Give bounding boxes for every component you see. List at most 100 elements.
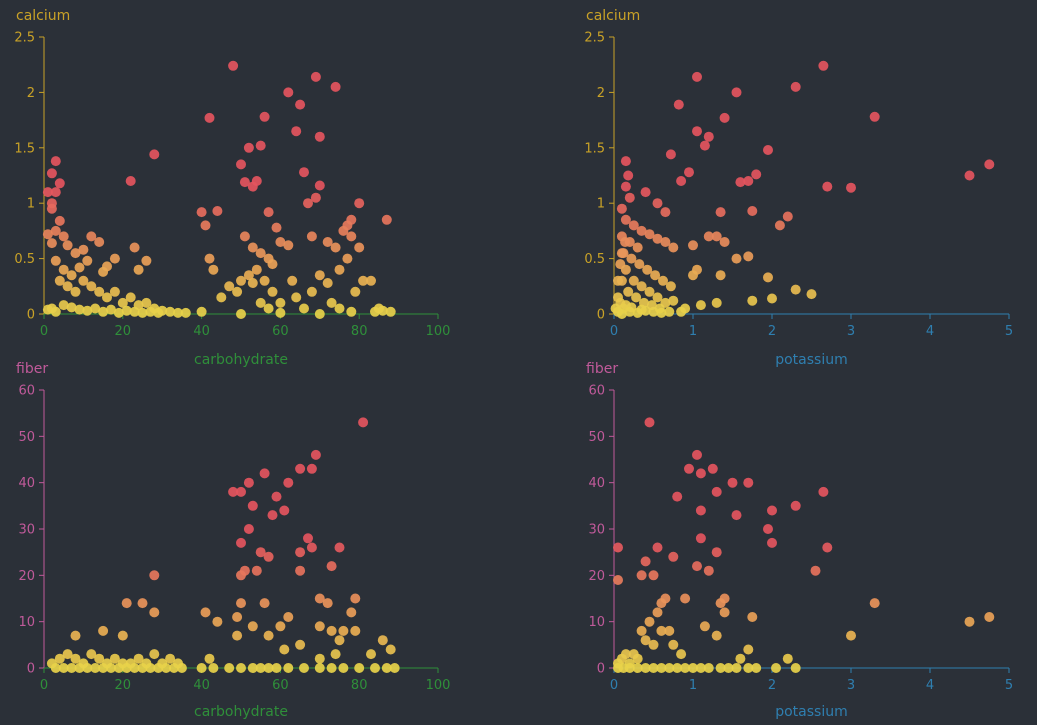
data-point <box>632 242 643 253</box>
x-tick-label: 5 <box>1005 324 1013 339</box>
data-point <box>236 537 246 548</box>
data-point <box>664 625 675 636</box>
y-tick-label: 1.5 <box>584 141 605 156</box>
data-point <box>42 187 53 198</box>
data-point <box>46 238 57 249</box>
y-tick-label: 20 <box>588 569 605 584</box>
data-point <box>141 297 152 308</box>
x-tick-label: 4 <box>926 324 934 339</box>
data-point <box>672 663 683 673</box>
data-point <box>676 176 687 186</box>
data-point <box>275 307 286 318</box>
data-point <box>358 275 369 286</box>
data-point <box>291 126 302 137</box>
data-point <box>613 575 623 585</box>
data-point <box>216 292 227 303</box>
data-point <box>98 266 109 277</box>
data-point <box>818 486 829 497</box>
x-axis-label: carbohydrate <box>194 352 288 368</box>
y-tick-label: 30 <box>18 523 35 538</box>
x-tick-label: 60 <box>272 324 289 339</box>
data-point <box>822 542 833 553</box>
data-point <box>295 463 306 474</box>
data-point <box>149 607 160 618</box>
data-point <box>846 182 856 193</box>
data-point <box>644 616 655 627</box>
data-point <box>743 644 754 655</box>
data-point <box>78 275 89 286</box>
data-point <box>634 259 645 270</box>
data-point <box>70 248 81 259</box>
y-tick-label: 10 <box>588 615 605 630</box>
data-point <box>271 491 282 502</box>
data-point <box>275 621 286 632</box>
data-point <box>303 533 313 544</box>
data-point <box>165 653 176 664</box>
data-point <box>613 542 623 553</box>
data-point <box>652 607 663 618</box>
data-point <box>648 570 659 581</box>
data-point <box>314 621 325 632</box>
data-point <box>94 237 105 247</box>
data-point <box>389 663 400 673</box>
data-point <box>624 306 635 317</box>
data-point <box>141 255 152 266</box>
data-point <box>636 570 647 581</box>
data-point <box>763 524 773 534</box>
data-point <box>74 262 85 273</box>
x-tick-label: 2 <box>768 324 776 339</box>
data-point <box>137 663 148 673</box>
data-point <box>204 112 215 123</box>
data-point <box>334 264 345 275</box>
data-point <box>236 486 246 497</box>
data-point <box>767 505 777 516</box>
data-point <box>255 297 266 308</box>
data-point <box>695 300 706 311</box>
data-point <box>723 663 734 673</box>
data-point <box>299 167 309 178</box>
data-point <box>306 542 317 553</box>
data-point <box>818 60 829 71</box>
data-point <box>810 565 821 576</box>
x-tick-label: 3 <box>847 678 855 693</box>
y-tick-label: 2.5 <box>14 31 35 46</box>
data-point <box>715 663 726 673</box>
data-point <box>869 598 880 609</box>
data-point <box>680 663 691 673</box>
data-point <box>763 272 773 283</box>
data-point <box>50 225 61 236</box>
data-point <box>806 289 817 300</box>
data-point <box>263 630 274 641</box>
data-point <box>259 275 270 286</box>
data-point <box>306 231 317 242</box>
data-point <box>255 547 266 558</box>
x-axis-label: carbohydrate <box>194 704 288 720</box>
data-point <box>747 206 758 216</box>
data-point <box>381 214 392 225</box>
data-point <box>616 203 627 214</box>
data-point <box>109 653 120 664</box>
data-point <box>133 653 144 664</box>
x-tick-label: 0 <box>610 678 618 693</box>
data-point <box>703 131 714 142</box>
y-tick-label: 1 <box>27 197 35 212</box>
data-point <box>247 242 258 253</box>
data-point <box>644 229 655 240</box>
data-point <box>243 142 254 153</box>
data-point <box>267 259 278 270</box>
data-point <box>137 598 148 609</box>
data-point <box>314 593 325 604</box>
data-point <box>636 625 647 636</box>
data-point <box>149 149 160 160</box>
data-point <box>153 663 164 673</box>
data-point <box>652 233 663 244</box>
data-point <box>672 491 683 502</box>
data-point <box>342 253 353 264</box>
y-tick-label: 0.5 <box>14 252 35 267</box>
data-point <box>326 561 337 572</box>
data-point <box>180 307 191 318</box>
data-point <box>711 547 722 558</box>
data-point <box>640 556 651 567</box>
data-point <box>314 180 325 191</box>
data-point <box>743 251 754 262</box>
